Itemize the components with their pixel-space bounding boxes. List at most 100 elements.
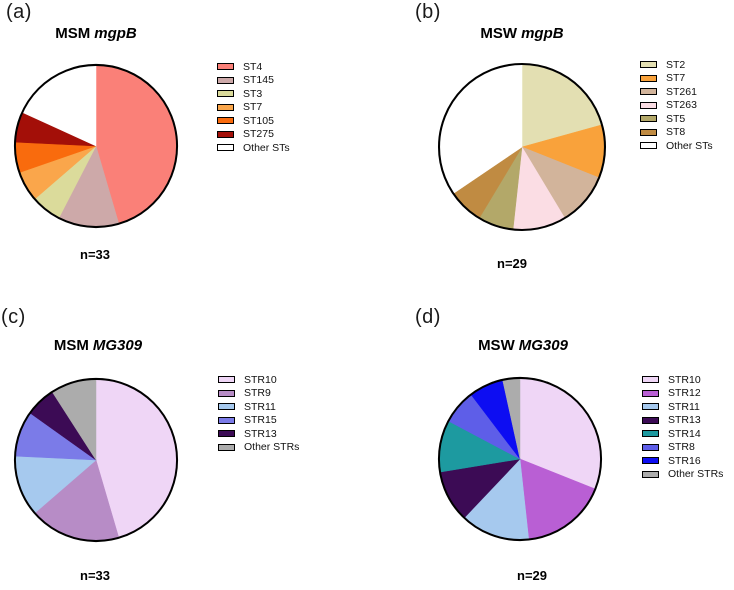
legend-swatch	[218, 430, 235, 438]
legend-item-st275: ST275	[217, 128, 290, 142]
legend-label: STR10	[244, 373, 277, 386]
legend-item-st261: ST261	[640, 85, 713, 99]
pie-outline	[13, 377, 179, 543]
panel-label-d: (d)	[415, 306, 441, 328]
legend-label: Other STs	[666, 139, 713, 152]
chart-title-msm-mgpb: MSM mgpB	[0, 25, 196, 42]
title-gene: MG309	[518, 337, 568, 354]
legend-msm-mg309: STR10 STR9 STR11 STR15 STR13 Other STRs	[218, 373, 299, 454]
legend-item-str10: STR10	[642, 373, 723, 387]
legend-item-st263: ST263	[640, 99, 713, 113]
pie-chart-msw-mgpb	[437, 62, 607, 232]
legend-label: STR14	[668, 427, 701, 440]
sample-size-label: n=29	[517, 568, 547, 583]
legend-swatch	[642, 430, 659, 438]
title-gene: MG309	[92, 337, 143, 354]
legend-swatch	[218, 443, 235, 451]
pie-outline	[13, 63, 179, 229]
legend-item-str12: STR12	[642, 387, 723, 401]
legend-msw-mg309: STR10 STR12 STR11 STR13 STR14 STR8 STR16 Other …	[642, 373, 723, 481]
legend-swatch	[640, 128, 657, 136]
legend-label: ST7	[666, 72, 686, 84]
legend-swatch	[640, 115, 657, 123]
legend-swatch	[640, 101, 657, 109]
legend-swatch	[218, 416, 235, 424]
legend-label: STR15	[244, 414, 277, 426]
legend-item-st105: ST105	[217, 114, 290, 128]
legend-swatch	[642, 443, 659, 451]
legend-label: STR12	[668, 387, 701, 399]
title-gene: mgpB	[94, 25, 137, 42]
legend-label: ST4	[243, 60, 263, 73]
pie-chart-msm-mgpb	[13, 63, 179, 229]
legend-item-st5: ST5	[640, 112, 713, 126]
legend-label: ST105	[243, 114, 274, 127]
title-group: MSM	[55, 25, 91, 42]
legend-item-other-sts: Other STs	[217, 141, 290, 155]
title-group: MSW	[478, 337, 515, 354]
legend-label: ST261	[666, 85, 697, 98]
pie-chart-msw-mg309	[437, 376, 603, 542]
legend-item-other-strs: Other STRs	[218, 441, 299, 455]
legend-swatch	[642, 457, 659, 465]
title-gene: mgpB	[521, 25, 564, 42]
legend-label: Other STRs	[668, 468, 724, 480]
legend-item-str14: STR14	[642, 427, 723, 441]
legend-label: STR13	[668, 414, 701, 426]
legend-item-str13: STR13	[218, 427, 299, 441]
legend-label: STR11	[244, 400, 276, 413]
legend-label: ST263	[666, 99, 697, 111]
pie-chart-msm-mg309	[13, 377, 179, 543]
sample-size-label: n=29	[497, 256, 527, 271]
legend-label: ST3	[243, 87, 263, 100]
legend-item-other-strs: Other STRs	[642, 468, 723, 482]
legend-item-str10: STR10	[218, 373, 299, 387]
legend-swatch	[642, 403, 659, 411]
legend-swatch	[217, 117, 234, 125]
pie-outline	[437, 62, 607, 232]
legend-swatch	[217, 63, 234, 71]
legend-label: STR11	[668, 400, 700, 413]
legend-item-st3: ST3	[217, 87, 290, 101]
legend-item-str16: STR16	[642, 454, 723, 468]
legend-item-str9: STR9	[218, 387, 299, 401]
legend-swatch	[217, 103, 234, 111]
legend-item-st4: ST4	[217, 60, 290, 74]
panel-label-b: (b)	[415, 1, 441, 23]
panel-label-a: (a)	[6, 1, 32, 23]
legend-swatch	[640, 61, 657, 69]
legend-swatch	[642, 376, 659, 384]
pie-outline	[437, 376, 603, 542]
legend-swatch	[217, 90, 234, 98]
legend-item-st7: ST7	[217, 101, 290, 115]
legend-label: STR9	[244, 387, 271, 399]
legend-label: ST145	[243, 74, 274, 86]
sample-size-label: n=33	[80, 568, 110, 583]
legend-msm-mgpb: ST4 ST145 ST3 ST7 ST105 ST275 Other STs	[217, 60, 290, 155]
legend-item-st2: ST2	[640, 58, 713, 72]
sample-size-label: n=33	[80, 247, 110, 262]
legend-label: ST5	[666, 112, 686, 125]
legend-label: ST8	[666, 126, 686, 138]
legend-swatch	[218, 376, 235, 384]
legend-label: ST2	[666, 58, 686, 71]
chart-title-msw-mg309: MSW MG309	[423, 337, 623, 354]
title-group: MSM	[53, 337, 89, 354]
legend-item-other-sts: Other STs	[640, 139, 713, 153]
legend-swatch	[640, 88, 657, 96]
legend-label: Other STs	[243, 141, 290, 154]
legend-swatch	[218, 403, 235, 411]
legend-swatch	[217, 130, 234, 138]
legend-item-st8: ST8	[640, 126, 713, 140]
legend-swatch	[642, 416, 659, 424]
legend-label: Other STRs	[244, 441, 300, 453]
legend-msw-mgpb: ST2 ST7 ST261 ST263 ST5 ST8 Other STs	[640, 58, 713, 153]
legend-item-str13: STR13	[642, 414, 723, 428]
legend-label: ST7	[243, 101, 263, 113]
legend-label: STR16	[668, 454, 701, 467]
legend-swatch	[640, 142, 657, 150]
title-group: MSW	[480, 25, 518, 42]
legend-label: STR13	[244, 427, 277, 440]
legend-swatch	[218, 389, 235, 397]
